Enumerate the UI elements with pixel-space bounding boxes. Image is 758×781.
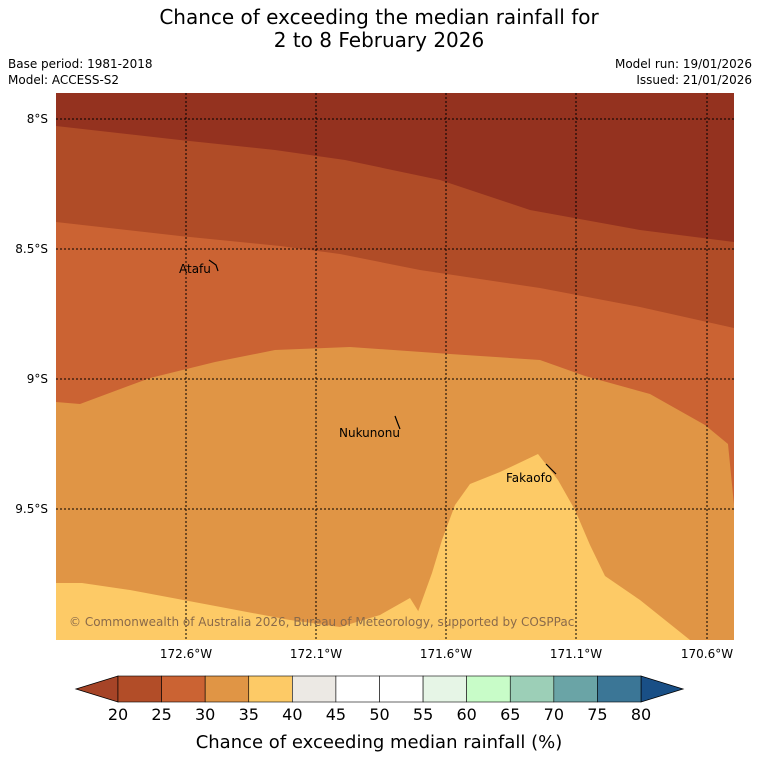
colorbar-segment-65-70 [509, 675, 555, 703]
place-fakaofo: Fakaofo [506, 471, 552, 485]
colorbar-tick-60: 60 [456, 705, 476, 724]
atafu-outline [208, 259, 219, 272]
gridlines [56, 93, 734, 640]
colorbar-tick-35: 35 [239, 705, 259, 724]
lat-label-8-5s: 8.5°S [15, 242, 48, 256]
colorbar-tick-65: 65 [500, 705, 520, 724]
issued-text: Issued: 21/01/2026 [636, 73, 752, 87]
colorbar-tick-30: 30 [195, 705, 215, 724]
atoll-outlines [208, 259, 557, 475]
colorbar-segment-75-80 [597, 675, 642, 703]
place-atafu: Atafu [179, 262, 211, 276]
zone-35-40-southwest [56, 583, 440, 640]
copyright-notice: © Commonwealth of Australia 2026, Bureau… [69, 615, 574, 629]
colorbar-tick-25: 25 [151, 705, 171, 724]
lat-label-8s: 8°S [27, 112, 48, 126]
base-period-text: Base period: 1981-2018 [8, 57, 153, 71]
colorbar-segment-60-65 [466, 675, 511, 703]
colorbar-segment-20-25 [117, 675, 162, 703]
colorbar-segment-70-75 [553, 675, 598, 703]
colorbar-segment-55-60 [422, 675, 467, 703]
model-run-text: Model run: 19/01/2026 [614, 57, 752, 71]
lon-label-171-6w: 171.6°W [420, 647, 472, 661]
colorbar: 20 25 30 35 40 45 50 55 60 65 70 75 80 [74, 675, 685, 724]
colorbar-tick-75: 75 [587, 705, 607, 724]
nukunonu-outline [394, 415, 401, 430]
colorbar-segment-45-50 [335, 675, 380, 703]
colorbar-segment-35-40 [248, 675, 293, 703]
meta-left: Base period: 1981-2018 Model: ACCESS-S2 [8, 56, 153, 88]
colorbar-tick-70: 70 [544, 705, 564, 724]
lat-label-9-5s: 9.5°S [15, 502, 48, 516]
map-title-line-1: Chance of exceeding the median rainfall … [159, 5, 599, 29]
lon-label-171-1w: 171.1°W [550, 647, 602, 661]
colorbar-segment-25-30 [161, 675, 206, 703]
colorbar-segment-50-55 [379, 675, 424, 703]
colorbar-tick-80: 80 [631, 705, 651, 724]
colorbar-label: Chance of exceeding median rainfall (%) [196, 732, 563, 753]
colorbar-tick-45: 45 [326, 705, 346, 724]
place-nukunonu: Nukunonu [339, 426, 400, 440]
model-text: Model: ACCESS-S2 [8, 73, 120, 87]
colorbar-extend-high [640, 675, 685, 703]
colorbar-tick-50: 50 [369, 705, 389, 724]
lat-label-9s: 9°S [27, 372, 48, 386]
map-title-line-2: 2 to 8 February 2026 [273, 28, 485, 52]
lon-label-170-6w: 170.6°W [681, 647, 733, 661]
zone-35-40-east [415, 454, 690, 640]
colorbar-extend-low [74, 675, 119, 703]
colorbar-tick-55: 55 [413, 705, 433, 724]
lon-label-172-6w: 172.6°W [160, 647, 212, 661]
meta-right: Model run: 19/01/2026 Issued: 21/01/2026 [615, 56, 752, 88]
colorbar-segment-30-35 [204, 675, 250, 703]
colorbar-segment-40-45 [292, 675, 337, 703]
fakaofo-outline [545, 463, 557, 475]
colorbar-tick-20: 20 [108, 705, 128, 724]
colorbar-tick-40: 40 [282, 705, 302, 724]
lon-label-172-1w: 172.1°W [290, 647, 342, 661]
map-plot-area [56, 93, 734, 640]
